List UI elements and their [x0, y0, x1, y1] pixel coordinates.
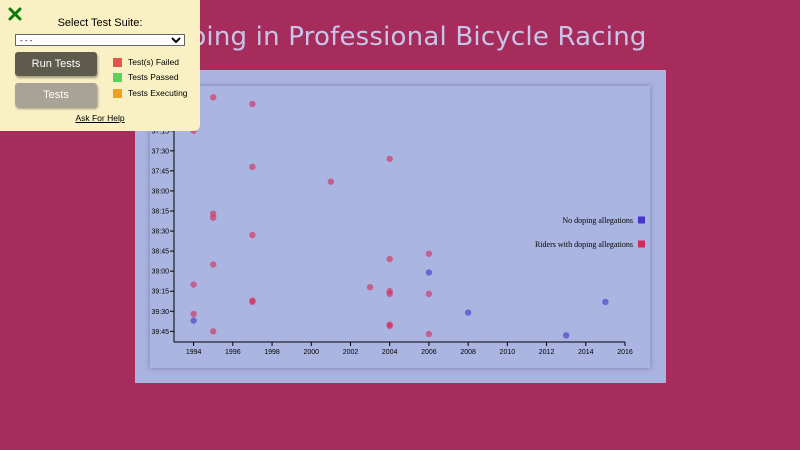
- x-tick-label: 1994: [186, 349, 202, 356]
- no-doping-point: [190, 317, 197, 324]
- doping-point: [425, 250, 433, 257]
- doping-point: [249, 163, 256, 171]
- status-failed: Test(s) Failed: [113, 57, 179, 68]
- x-tick-label: 1996: [225, 349, 241, 356]
- status-failed-label: Test(s) Failed: [128, 57, 180, 67]
- y-tick-label: 38:45: [151, 249, 169, 256]
- legend-no-doping-label: No doping allegations: [562, 216, 633, 225]
- doping-point: [249, 298, 256, 306]
- y-tick-label: 38:30: [151, 229, 169, 236]
- doping-point: [425, 290, 433, 298]
- doping-point: [190, 310, 197, 318]
- ask-for-help-link[interactable]: Ask For Help: [75, 113, 125, 123]
- doping-point: [249, 231, 256, 239]
- x-tick-label: 2002: [343, 349, 359, 356]
- no-doping-point: [602, 298, 609, 306]
- y-tick-label: 39:00: [151, 269, 169, 276]
- status-passed-label: Tests Passed: [128, 72, 179, 82]
- x-tick-label: 1998: [264, 349, 280, 356]
- doping-point: [386, 322, 393, 330]
- x-tick-label: 2016: [617, 349, 633, 356]
- tests-button[interactable]: Tests: [15, 83, 97, 107]
- test-suite-select[interactable]: - - -: [15, 34, 185, 46]
- doping-point: [386, 155, 393, 163]
- y-tick-label: 37:15: [151, 128, 169, 135]
- doping-point: [327, 178, 335, 185]
- legend-doping-swatch: [638, 240, 645, 248]
- test-panel: Select Test Suite: - - - Run Tests Tests…: [0, 0, 200, 131]
- y-tick-label: 38:15: [151, 208, 169, 215]
- x-tick-label: 2014: [578, 349, 594, 356]
- no-doping-point: [425, 269, 433, 276]
- passed-swatch: [113, 73, 122, 83]
- no-doping-point: [562, 332, 570, 339]
- y-tick-label: 38:00: [151, 188, 169, 195]
- doping-point: [386, 255, 393, 263]
- y-tick-label: 39:30: [151, 309, 169, 316]
- status-passed: Tests Passed: [113, 72, 179, 83]
- x-tick-label: 2008: [460, 349, 476, 356]
- executing-swatch: [113, 89, 122, 99]
- y-tick-label: 39:15: [151, 289, 169, 296]
- doping-point: [425, 330, 433, 338]
- page-title: Doping in Professional Bicycle Racing: [153, 22, 647, 52]
- legend-doping-label: Riders with doping allegations: [535, 240, 633, 249]
- scatter-chart: 1994 1996 1998 2000 2002 2004 2006 2008 2010 2012…: [151, 88, 645, 356]
- doping-point: [210, 214, 217, 221]
- x-tick-label: 2004: [382, 349, 398, 356]
- status-executing-label: Tests Executing: [128, 88, 188, 98]
- doping-point: [190, 281, 197, 288]
- doping-point: [210, 261, 217, 268]
- select-suite-label: Select Test Suite:: [57, 17, 143, 29]
- status-executing: Tests Executing: [113, 88, 188, 99]
- x-tick-label: 2006: [421, 349, 437, 356]
- doping-point: [386, 290, 393, 298]
- run-tests-button[interactable]: Run Tests: [15, 52, 97, 76]
- close-icon[interactable]: [7, 6, 23, 22]
- doping-point: [366, 283, 374, 291]
- chart-card: 1994 1996 1998 2000 2002 2004 2006 2008 2010 2012…: [150, 86, 650, 368]
- x-tick-label: 2012: [539, 349, 555, 356]
- doping-point: [249, 100, 256, 108]
- x-tick-label: 2010: [500, 349, 516, 356]
- no-doping-point: [464, 309, 472, 316]
- x-tick-label: 2000: [303, 349, 319, 356]
- y-tick-label: 39:45: [151, 329, 169, 336]
- doping-point: [210, 328, 217, 335]
- legend-no-doping-swatch: [638, 216, 645, 224]
- y-tick-label: 37:45: [151, 168, 169, 175]
- doping-point: [210, 94, 217, 101]
- failed-swatch: [113, 58, 122, 68]
- y-tick-label: 37:30: [151, 148, 169, 155]
